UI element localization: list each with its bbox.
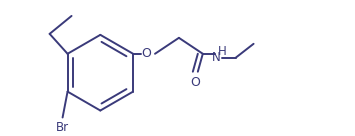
Text: H: H <box>218 45 226 58</box>
Text: N: N <box>212 51 221 64</box>
Text: O: O <box>190 76 200 89</box>
Text: O: O <box>141 47 151 60</box>
Text: Br: Br <box>56 121 69 135</box>
